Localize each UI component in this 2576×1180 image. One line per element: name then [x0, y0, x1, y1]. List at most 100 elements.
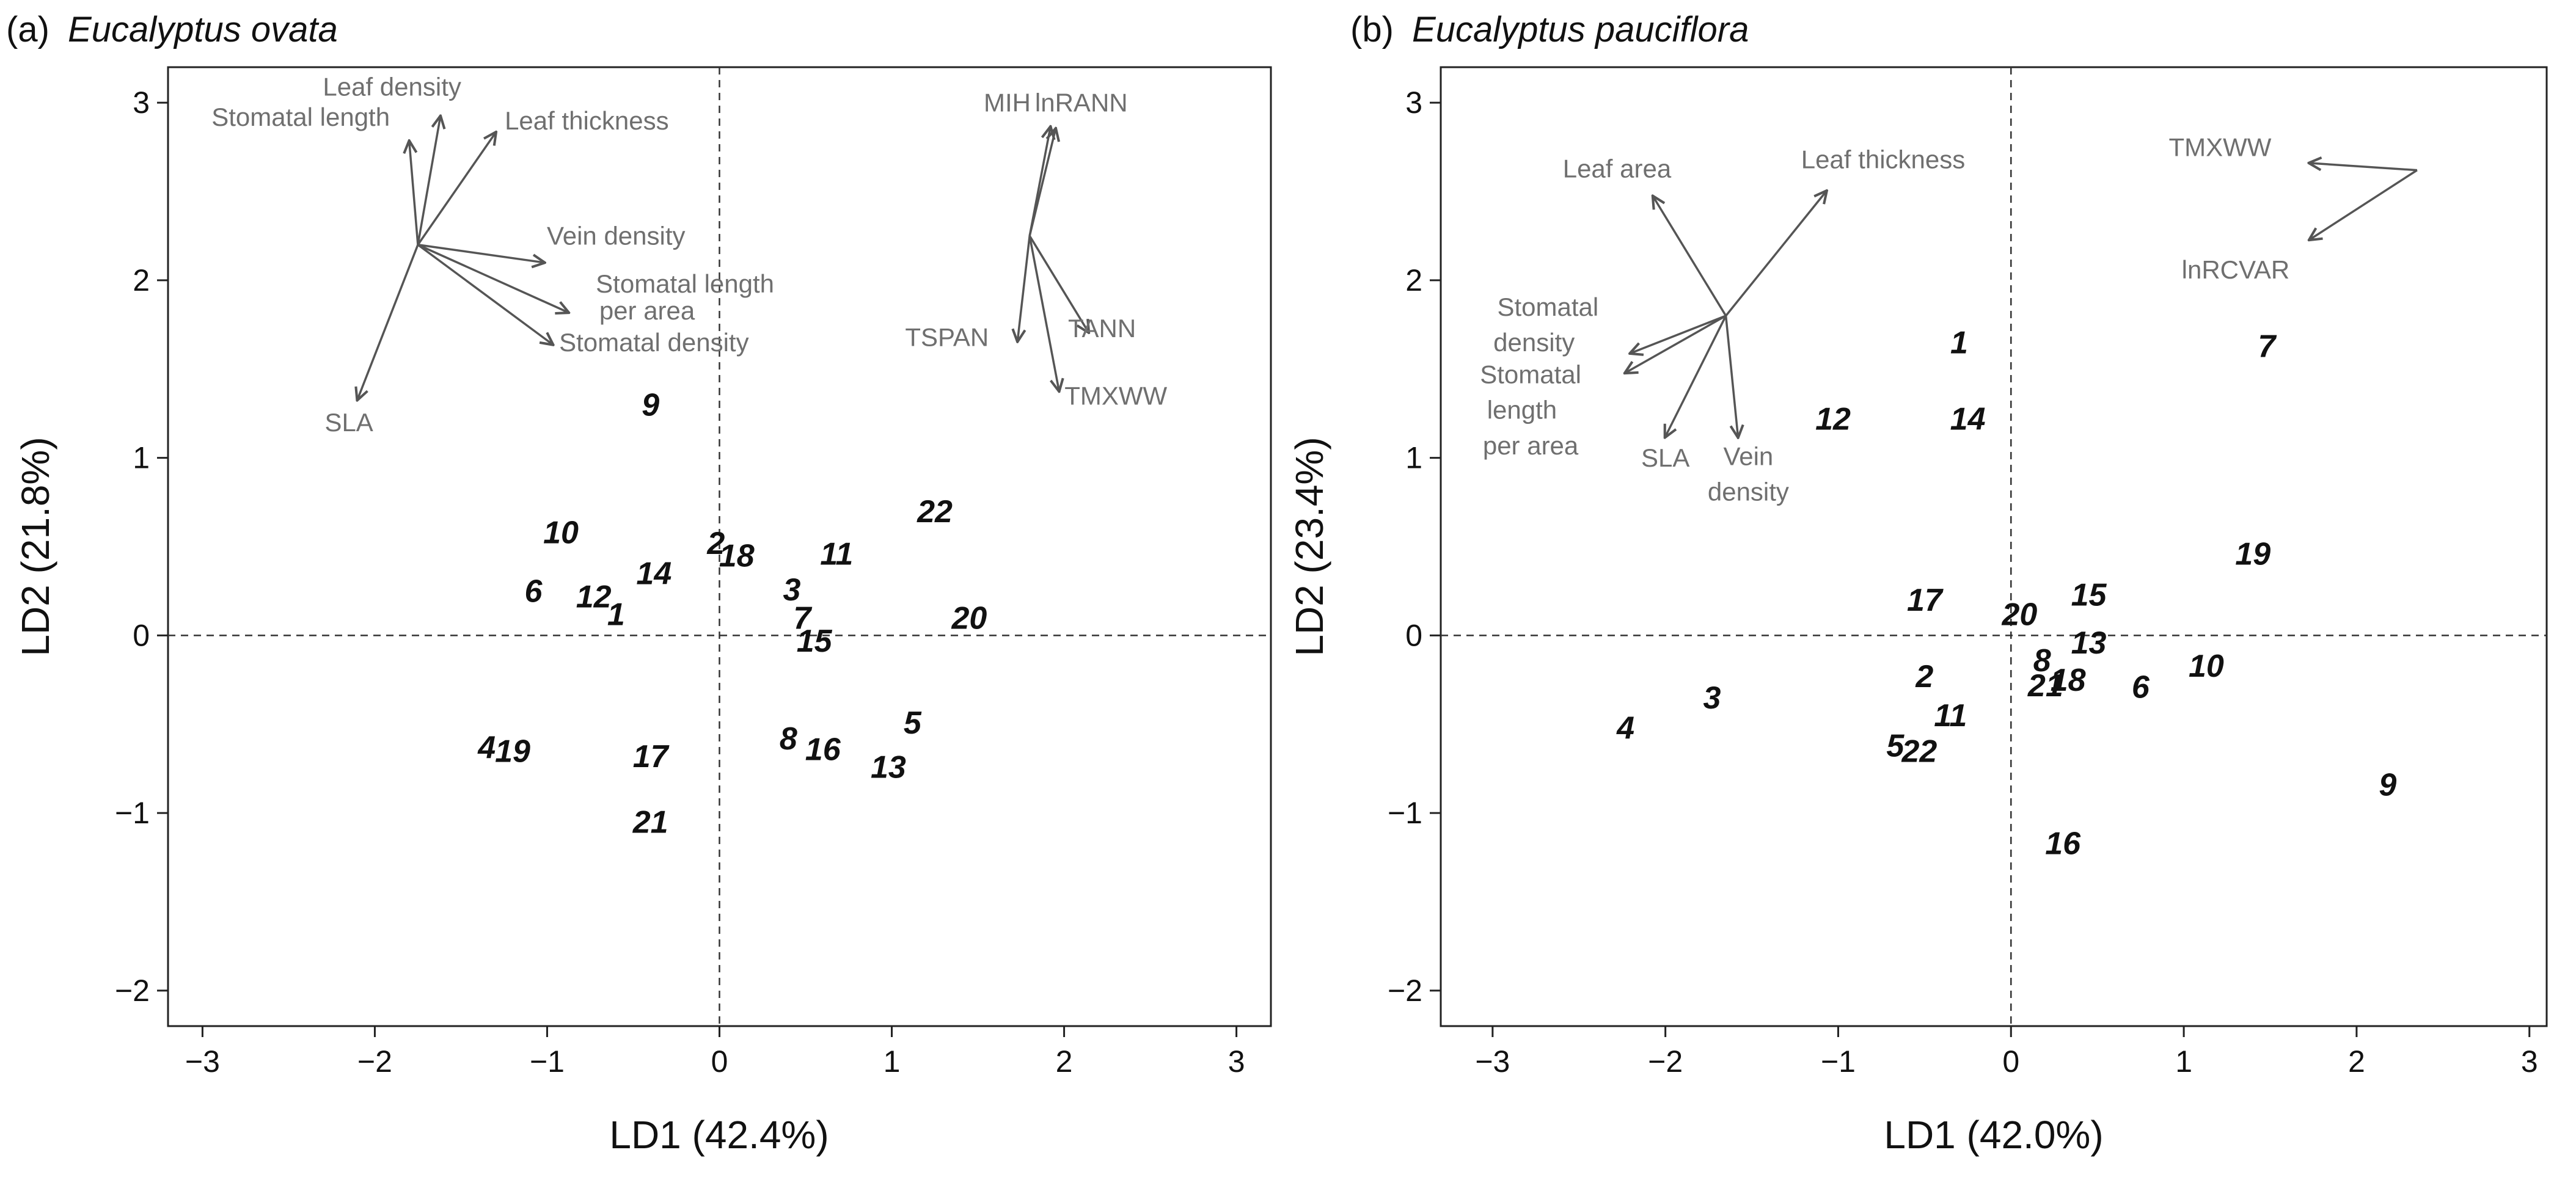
- panel-a-vector-stomatal-length-per-area: [417, 244, 568, 312]
- panel-a-point-19: 19: [495, 734, 530, 769]
- panel-a-point-2: 2: [706, 526, 725, 561]
- panel-a-x-axis-label: LD1 (42.4%): [609, 1113, 829, 1157]
- panel-b-vectors: Leaf area Leaf thickness Stomatal density St…: [1480, 133, 2418, 506]
- panel-a-vector-label-tspan: TSPAN: [905, 322, 989, 351]
- panel-a-y-tick-label: 0: [133, 618, 150, 652]
- panel-b-vector-label-stomatal-length-per-area: Stomatal: [1480, 360, 1581, 389]
- panel-a-point-4: 4: [477, 730, 496, 766]
- panel-a-vector-tmxww: [1028, 235, 1059, 390]
- panel-a-vector-label-sla: SLA: [324, 408, 373, 437]
- panel-b-point-13: 13: [2071, 625, 2107, 661]
- panel-b-vector-leaf-area: [1653, 197, 1727, 316]
- panel-b-vector-label-sla: SLA: [1641, 443, 1689, 472]
- panel-a-point-13: 13: [871, 750, 906, 785]
- panel-b-point-16: 16: [2045, 826, 2081, 862]
- panel-a-point-6: 6: [524, 574, 543, 610]
- panel-a-point-5: 5: [904, 705, 922, 741]
- panel-a-title: (a) Eucalyptus ovata: [6, 10, 338, 49]
- panel-a-x-tick-label: 0: [711, 1044, 728, 1079]
- panel-b-point-2: 2: [1915, 659, 1933, 694]
- panel-b-vector-label-vein-density: Vein: [1724, 442, 1774, 470]
- panel-a-vector-stomatal-length: [409, 142, 419, 245]
- panel-b-y-tick-label: −2: [1388, 974, 1422, 1008]
- panel-b: (b) Eucalyptus pauciflora −3 −2 −1 0 1 2 3 −2−…: [1287, 10, 2548, 1157]
- panel-b-vector-label-tmxww: TMXWW: [2169, 133, 2272, 161]
- panel-b-y-tick-label: −1: [1388, 796, 1422, 830]
- panel-b-point-22: 22: [1901, 734, 1937, 769]
- panel-a-x-tick-label: −3: [185, 1044, 220, 1079]
- panel-b-point-6: 6: [2132, 670, 2150, 705]
- panel-a-vector-tann: [1028, 235, 1088, 332]
- panel-a-point-22: 22: [917, 494, 953, 530]
- panel-b-y-axis-label: LD2 (23.4%): [1287, 437, 1331, 656]
- panel-b-x-tick-label: −1: [1821, 1044, 1856, 1079]
- panel-a-point-17: 17: [633, 739, 670, 774]
- panel-a-point-8: 8: [780, 721, 797, 757]
- panel-a-y-tick-label: 2: [133, 263, 150, 297]
- panel-a-vector-label-lnrann: lnRANN: [1035, 89, 1128, 117]
- panel-a-y-tick-label: −1: [115, 796, 150, 830]
- panel-b-x-tick-label: 2: [2348, 1044, 2365, 1079]
- panel-a-vector-label-tann: TANN: [1068, 314, 1136, 343]
- panel-b-vector-label-lnrcvar: lnRCVAR: [2182, 255, 2290, 284]
- panel-a-x-tick-label: −2: [357, 1044, 392, 1079]
- panel-a-vector-sla: [357, 244, 419, 399]
- panel-b-point-19: 19: [2235, 537, 2270, 572]
- panel-a-y-axis: −2 −1 0 1 2 3: [115, 86, 168, 1008]
- panel-a-vector-label-leaf-density: Leaf density: [323, 73, 461, 101]
- panel-a-vector-label-stomatal-length-per-area: per area: [599, 296, 695, 325]
- panel-b-point-9: 9: [2379, 768, 2396, 803]
- panel-b-point-10: 10: [2189, 649, 2224, 684]
- panel-b-title-prefix: (b): [1350, 10, 1394, 49]
- panel-a-vector-label-stomatal-length: Stomatal length: [211, 103, 390, 131]
- panel-a-point-1: 1: [607, 597, 625, 632]
- panel-a-point-14: 14: [636, 556, 671, 592]
- panel-a-vector-leaf-thickness: [417, 133, 496, 246]
- panel-b-vector-label-stomatal-length-per-area: length: [1487, 396, 1557, 424]
- panel-b-vector-stomatal-length-per-area: [1626, 315, 1727, 373]
- panel-a-point-16: 16: [805, 732, 841, 767]
- panel-a-vector-label-stomatal-density: Stomatal density: [559, 328, 749, 357]
- panel-a-point-21: 21: [632, 805, 668, 840]
- panel-a-x-tick-label: 1: [884, 1044, 901, 1079]
- panel-b-y-axis: −2 −1 0 1 2 3: [1388, 86, 1441, 1008]
- panel-b-y-tick-label: 3: [1405, 86, 1422, 120]
- panel-a-y-tick-label: 1: [133, 441, 150, 475]
- panel-a-reference-lines: [168, 67, 1271, 1026]
- panel-a-point-10: 10: [543, 515, 579, 551]
- panel-a-point-15: 15: [797, 624, 833, 659]
- panel-b-point-21: 21: [2027, 668, 2063, 704]
- panel-b-title-species: Eucalyptus pauciflora: [1412, 10, 1749, 49]
- panel-a-point-20: 20: [951, 600, 987, 636]
- panel-b-point-3: 3: [1703, 680, 1721, 716]
- panel-a-point-3: 3: [783, 572, 800, 608]
- panel-b-point-1: 1: [1950, 326, 1968, 361]
- panel-b-point-20: 20: [2002, 597, 2038, 632]
- panel-b-title: (b) Eucalyptus pauciflora: [1350, 10, 1749, 49]
- panel-b-vector-label-stomatal-density: Stomatal: [1497, 293, 1598, 321]
- panel-b-point-14: 14: [1950, 402, 1986, 437]
- panel-b-point-17: 17: [1907, 583, 1944, 618]
- panel-b-vector-stomatal-density: [1631, 315, 1727, 353]
- panel-b-vector-vein-density: [1724, 315, 1738, 437]
- panel-a-y-axis-label: LD2 (21.8%): [13, 437, 57, 656]
- panel-a-title-species: Eucalyptus ovata: [68, 10, 338, 49]
- panel-a-vector-label-leaf-thickness: Leaf thickness: [505, 106, 669, 135]
- panel-a-vector-leaf-density: [417, 117, 441, 246]
- panel-a-vector-stomatal-density: [417, 244, 552, 344]
- panel-b-x-tick-label: −2: [1648, 1044, 1683, 1079]
- panel-a-y-tick-label: −2: [115, 974, 150, 1008]
- panel-b-point-8: 8: [2033, 643, 2051, 679]
- panel-a-vector-label-tmxww: TMXWW: [1064, 381, 1167, 410]
- panel-a-point-18: 18: [719, 539, 755, 574]
- panel-b-point-7: 7: [2258, 329, 2277, 364]
- panel-b-y-tick-label: 1: [1405, 441, 1422, 475]
- panel-b-point-4: 4: [1616, 711, 1634, 746]
- panel-a-point-12: 12: [576, 579, 612, 614]
- panel-b-vector-sla: [1666, 315, 1727, 437]
- panel-a-vector-label-stomatal-length-per-area: Stomatal length: [596, 269, 774, 298]
- panel-a-vector-lnrann: [1028, 129, 1055, 236]
